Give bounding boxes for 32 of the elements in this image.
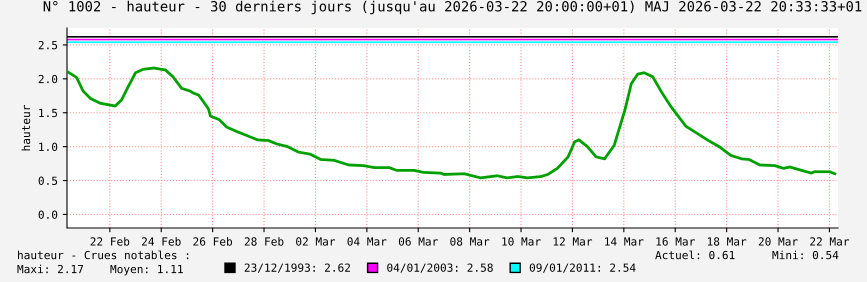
y-tick-label: 1.5 [39, 108, 58, 118]
y-tick-label: 0.0 [38, 210, 58, 219]
legend-label: 09/01/2011: 2.54 [530, 263, 636, 273]
x-tick-label: 22 Feb [90, 237, 130, 246]
y-tick-label: 1.0 [39, 142, 58, 152]
x-tick-label: 18 Mar [708, 237, 746, 246]
text: hauteur - Crues notables : [18, 250, 188, 260]
text: Maxi: 2.17 [17, 264, 84, 274]
text: Actuel: 0.61 [655, 250, 735, 260]
x-tick-label: 16 Mar [656, 237, 695, 246]
x-tick-label: 04 Mar [347, 237, 386, 246]
x-tick-label: 26 Feb [193, 237, 232, 246]
x-tick-label: 06 Mar [398, 237, 438, 246]
text: Moyen: 1.11 [110, 264, 183, 276]
x-tick-label: 10 Mar [502, 237, 541, 246]
chart-title: N° 1002 - hauteur - 30 derniers jours (jusqu'au 2026-03-22 20:00:00+01) MAJ 2026-03-22 20:33:33+01 [44, 0, 862, 14]
x-tick-label: 28 Feb [244, 237, 284, 246]
x-tick-label: 12 Mar [554, 237, 592, 246]
legend-label: 04/01/2003: 2.58 [387, 263, 493, 273]
line-series [67, 66, 836, 180]
x-tick-label: 20 Mar [758, 237, 798, 246]
y-tick-label: 2.0 [38, 74, 58, 84]
x-tick-label: 14 Mar [605, 237, 644, 246]
x-tick-label: 02 Mar [296, 237, 336, 246]
legend-label: 23/12/1993: 2.62 [244, 263, 350, 273]
y-tick-label: 2.5 [38, 40, 58, 50]
text: Mini: 0.54 [772, 250, 838, 260]
x-tick-label: 24 Feb [142, 237, 181, 246]
y-tick-label: 0.5 [38, 176, 58, 185]
y-axis-title: hauteur [22, 105, 30, 150]
x-tick-label: 08 Mar [450, 237, 490, 246]
x-tick-label: 22 Mar [810, 237, 850, 246]
